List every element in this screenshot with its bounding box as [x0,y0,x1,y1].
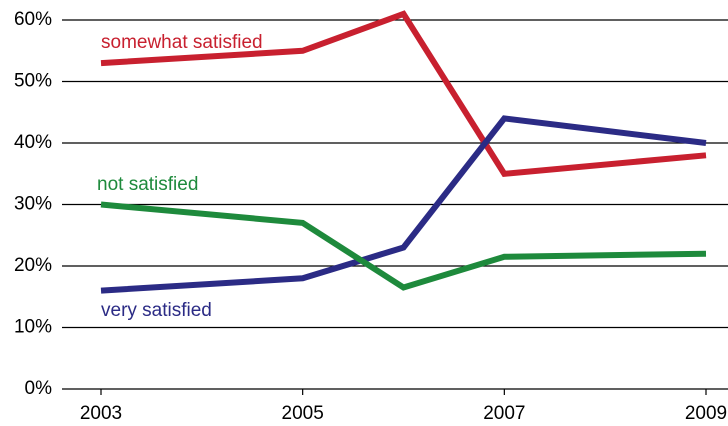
x-axis: 2003 2005 2007 2009 [80,389,727,424]
series-label-0: somewhat satisfied [101,32,263,53]
series-label-2: not satisfied [97,174,198,195]
series-line-0 [100,10,707,177]
y-tick-label: 10% [14,317,52,338]
y-axis-tick-labels: 0% 10% 20% 30% 40% 50% 60% [14,9,52,399]
x-tick-label: 2005 [282,403,324,424]
series-line-2 [100,201,707,291]
y-tick-label: 0% [25,378,53,399]
series-label-1: very satisfied [101,300,212,321]
gridlines [62,19,728,390]
y-tick-label: 20% [14,255,52,276]
y-tick-label: 30% [14,194,52,215]
series-lines [100,10,707,294]
x-tick-label: 2003 [80,403,122,424]
y-tick-label: 50% [14,71,52,92]
y-tick-label: 40% [14,132,52,153]
series-line-1 [100,115,707,294]
x-tick-label: 2007 [483,403,525,424]
x-tick-label: 2009 [685,403,727,424]
y-tick-label: 60% [14,9,52,30]
series-labels: somewhat satisfied very satisfied not sati… [97,32,263,321]
